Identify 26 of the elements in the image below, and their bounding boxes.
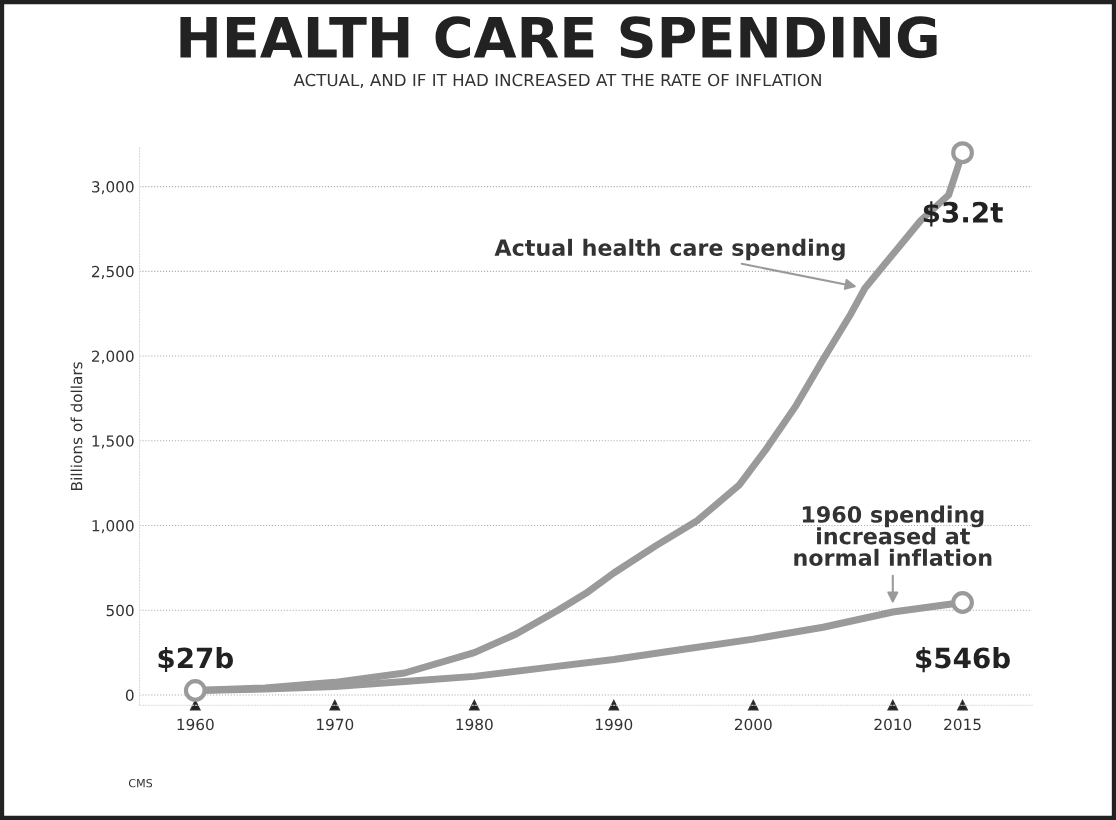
x-tick-label: 2015 (944, 718, 981, 731)
series-label: Actual health care spending (494, 238, 845, 261)
y-tick-label: 2,000 (92, 350, 134, 364)
x-tick-label: 2000 (734, 718, 772, 731)
x-tick-label: 1980 (456, 718, 493, 731)
chart-title: HEALTH CARE SPENDING (180, 16, 937, 59)
annotation: $27b (158, 646, 233, 673)
y-tick-label: 1,000 (92, 520, 134, 534)
text: CMS (128, 778, 153, 788)
y-tick-label: 3,000 (92, 181, 134, 195)
text: 1960 spending increased at normal inflation (794, 505, 992, 567)
y-tick-label: 500 (106, 604, 134, 617)
point (951, 141, 974, 165)
y-tick-label: 2,500 (92, 265, 134, 279)
y-tick-label: 0 (125, 689, 134, 702)
x-tick-label: 2010 (874, 718, 912, 731)
annotation: $3.2t (923, 201, 1003, 227)
x-tick-label: 1970 (317, 718, 354, 731)
y-tick-label: 1,500 (92, 435, 134, 449)
annotation: $546b (916, 646, 1010, 673)
point (183, 679, 207, 702)
chart-subtitle: ACTUAL, AND IF IT HAD INCREASED AT THE RATE OF INFLATION (293, 73, 821, 89)
point (951, 591, 974, 614)
y-axis-title: Billions of dollars (70, 362, 83, 490)
x-tick-label: 1960 (177, 718, 214, 731)
x-tick-label: 1990 (596, 718, 633, 731)
